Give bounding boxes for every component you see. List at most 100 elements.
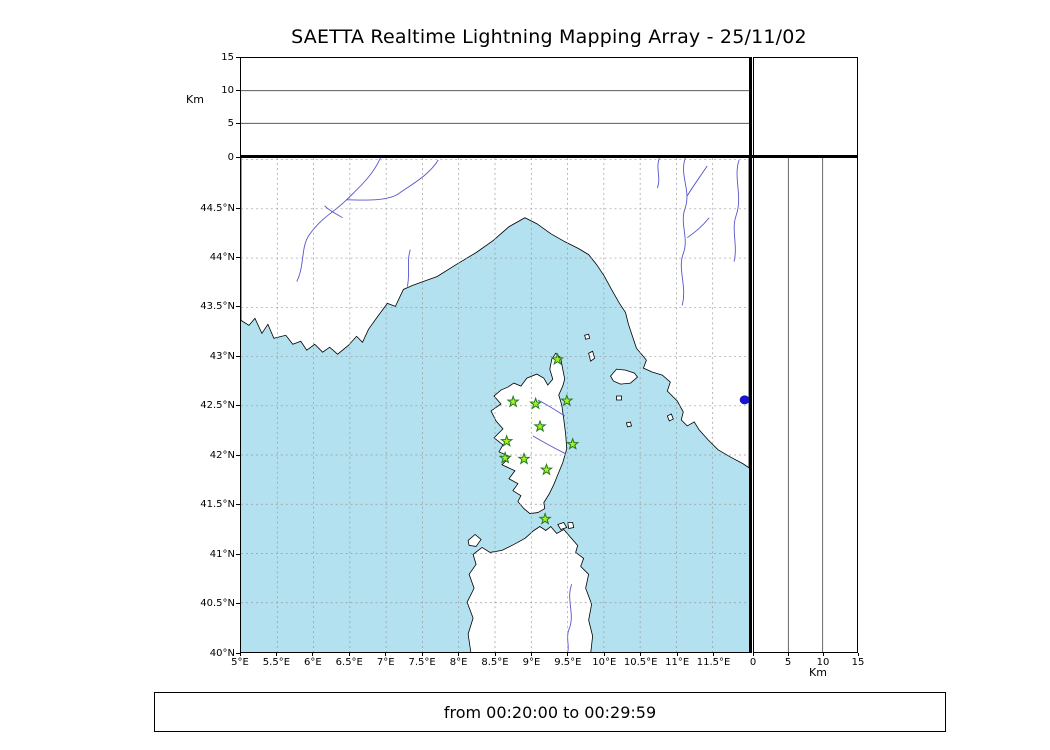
island-elba	[610, 368, 638, 385]
lat-tick	[236, 405, 240, 407]
station-marker	[528, 396, 543, 410]
lon-tick-label: 5.5°E	[262, 657, 291, 668]
station-marker	[550, 352, 565, 366]
island-pianosa	[616, 395, 622, 401]
altitude-tick	[752, 653, 754, 656]
island-giglio	[666, 413, 674, 422]
lat-tick-label: 44°N	[209, 251, 235, 263]
lat-tick-label: 41°N	[209, 548, 235, 560]
river	[656, 158, 660, 189]
river	[296, 158, 381, 282]
river	[406, 249, 411, 287]
altitude-tick	[236, 89, 240, 91]
river	[733, 159, 740, 262]
island-maddalena	[557, 522, 568, 530]
island-caprera	[567, 522, 575, 529]
lon-tick	[713, 653, 715, 656]
river	[324, 205, 343, 219]
lat-tick-label: 40.5°N	[200, 598, 235, 610]
lat-tick	[236, 504, 240, 506]
altitude-tick	[236, 156, 240, 158]
lon-tick-label: 8.5°E	[481, 657, 509, 668]
page-title: SAETTA Realtime Lightning Mapping Array …	[291, 26, 807, 48]
lon-tick	[458, 653, 460, 656]
river	[532, 435, 566, 455]
map-markers	[739, 395, 749, 405]
altitude-axis-label-right: Km	[809, 666, 827, 679]
lon-tick-label: 5°E	[231, 657, 249, 668]
altitude-tick-label: 10	[816, 657, 830, 668]
lon-tick	[494, 653, 496, 656]
river	[537, 399, 565, 417]
lat-tick-label: 42°N	[209, 449, 235, 461]
lon-tick	[421, 653, 423, 656]
lon-tick-label: 10.5°E	[623, 657, 658, 668]
altitude-longitude-plot	[241, 90, 749, 124]
lat-tick	[236, 256, 240, 258]
lat-tick-label: 40°N	[209, 647, 235, 659]
thick-divider-vertical	[749, 57, 752, 653]
altitude-tick	[236, 123, 240, 125]
lon-tick	[640, 653, 642, 656]
lat-tick-label: 44.5°N	[200, 202, 235, 214]
lat-tick-label: 43°N	[209, 350, 235, 362]
island-gorgona	[584, 333, 591, 340]
station-markers	[498, 352, 580, 525]
lon-tick-label: 9.5°E	[554, 657, 582, 668]
coast-france-italy	[241, 158, 749, 469]
land-masses	[241, 158, 749, 652]
lon-tick-label: 6.5°E	[335, 657, 363, 668]
altitude-tick	[236, 56, 240, 58]
lat-tick	[236, 207, 240, 209]
thick-divider-horizontal	[240, 155, 858, 158]
lon-tick	[385, 653, 387, 656]
altitude-tick-label: 5	[227, 118, 234, 130]
lon-tick-label: 10°E	[592, 657, 617, 668]
lat-tick	[236, 553, 240, 555]
station-marker	[539, 462, 554, 476]
lon-tick-label: 6°E	[304, 657, 322, 668]
time-window-text: from 00:20:00 to 00:29:59	[443, 702, 657, 722]
altitude-latitude-plot	[787, 158, 824, 652]
lon-tick	[603, 653, 605, 656]
lat-tick	[236, 355, 240, 357]
lat-tick-label: 43.5°N	[200, 301, 235, 313]
island-capraia	[588, 350, 596, 362]
altitude-tick	[857, 653, 859, 656]
lake-marker	[739, 395, 749, 405]
lon-tick	[530, 653, 532, 656]
lon-tick	[348, 653, 350, 656]
lon-tick	[275, 653, 277, 656]
altitude-tick	[787, 653, 789, 656]
station-marker	[517, 451, 531, 465]
station-marker	[498, 450, 512, 464]
lon-tick-label: 8°E	[449, 657, 468, 668]
lat-tick	[236, 306, 240, 308]
rivers	[296, 158, 740, 652]
lon-tick	[312, 653, 314, 656]
lat-tick	[236, 603, 240, 605]
station-marker	[533, 419, 547, 433]
time-window-status: from 00:20:00 to 00:29:59	[154, 692, 946, 732]
station-marker	[566, 437, 580, 450]
station-marker	[538, 512, 552, 525]
lon-tick	[239, 653, 241, 656]
station-marker	[506, 394, 520, 408]
altitude-tick-label: 10	[221, 84, 234, 96]
altitude-tick-label: 0	[227, 151, 234, 163]
river	[567, 584, 573, 652]
lat-tick	[236, 652, 240, 654]
altitude-tick-label: 5	[784, 657, 792, 668]
geographic-map	[241, 158, 749, 652]
lat-tick	[236, 454, 240, 456]
lon-tick-label: 11°E	[665, 657, 690, 668]
river	[686, 165, 708, 197]
altitude-tick-label: 15	[221, 51, 234, 63]
altitude-tick-label: 0	[749, 657, 757, 668]
island-montecristo	[625, 421, 632, 428]
lon-tick-label: 7°E	[376, 657, 395, 668]
altitude-tick-label: 15	[851, 657, 865, 668]
river	[686, 217, 710, 239]
altitude-vs-longitude-panel	[240, 57, 750, 157]
